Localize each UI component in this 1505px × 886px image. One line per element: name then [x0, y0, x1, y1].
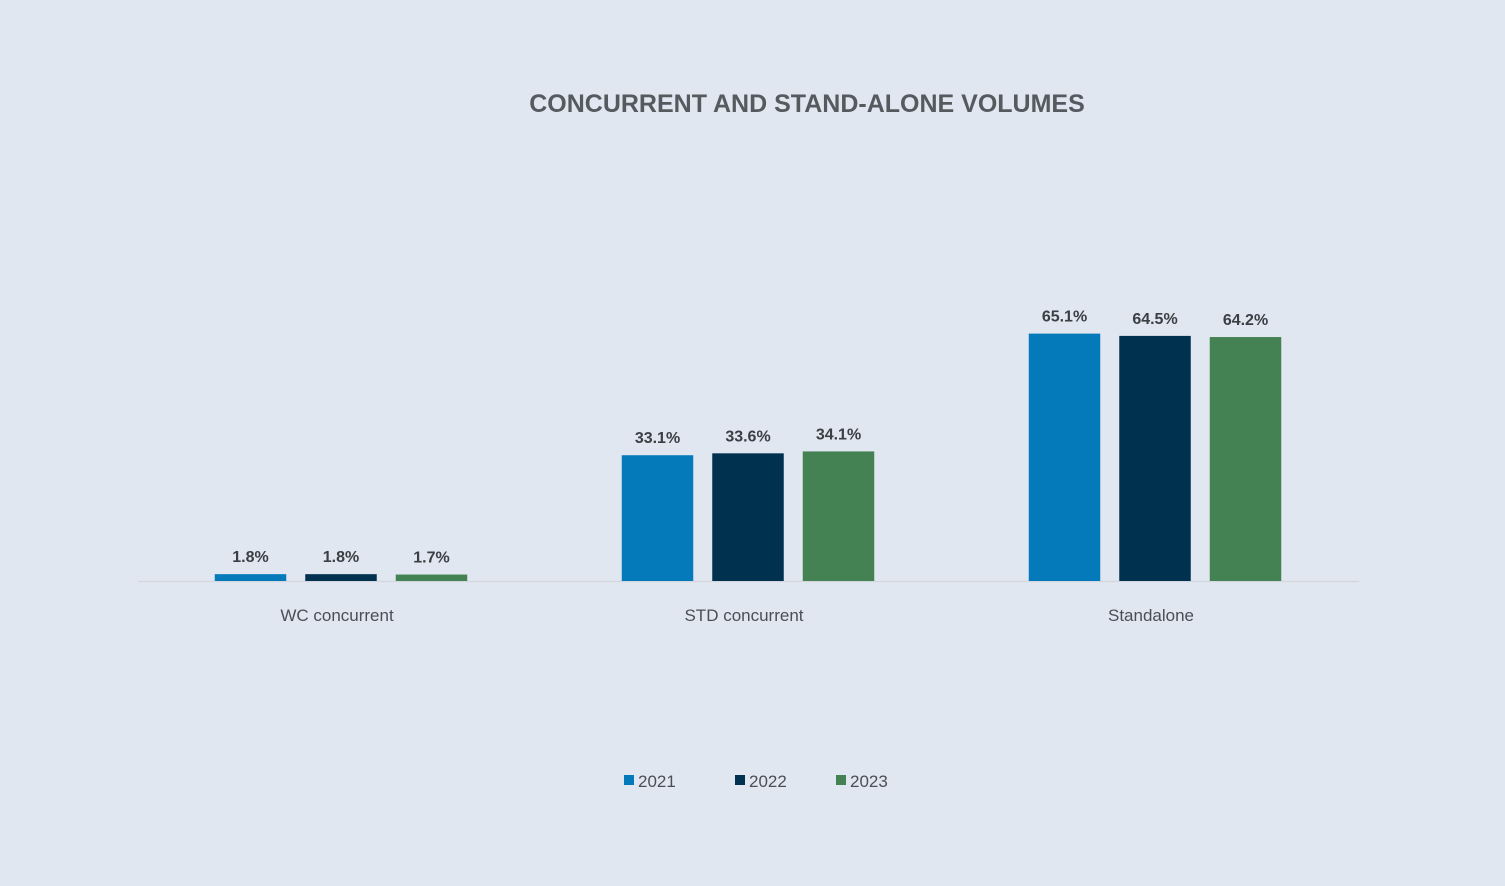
data-label: 33.6% [725, 428, 770, 445]
data-label: 1.8% [323, 549, 359, 566]
legend-label-2021: 2021 [638, 772, 676, 791]
bar-2022-standalone [1119, 335, 1191, 581]
bar-2023-wc-concurrent [395, 574, 468, 581]
data-label: 1.8% [232, 549, 268, 566]
category-tick-label: WC concurrent [280, 606, 394, 625]
data-label: 34.1% [816, 426, 861, 443]
legend-label-2022: 2022 [749, 772, 787, 791]
chart-title: CONCURRENT AND STAND-ALONE VOLUMES [529, 90, 1085, 118]
value-labels-group: 1.8% 1.8% 1.7% 33.1% 33.6% 34.1% 65.1% 64.5% 64.… [232, 309, 1268, 567]
legend-swatch-2022 [735, 775, 745, 785]
bar-2023-std-concurrent [802, 451, 875, 581]
category-tick-label: STD concurrent [684, 606, 803, 625]
bar-2023-standalone [1209, 337, 1282, 581]
bar-2021-standalone [1028, 333, 1101, 581]
bar-2022-wc-concurrent [305, 574, 377, 581]
legend-swatch-2021 [624, 775, 634, 785]
legend: 2021 2022 2023 [624, 772, 888, 791]
legend-label-2023: 2023 [850, 772, 888, 791]
data-label: 33.1% [635, 430, 680, 447]
data-label: 65.1% [1042, 309, 1087, 326]
bar-2021-std-concurrent [621, 455, 694, 581]
data-label: 64.5% [1132, 311, 1177, 328]
bar-2021-wc-concurrent [214, 574, 287, 581]
legend-swatch-2023 [836, 775, 846, 785]
bars-group [214, 333, 1282, 581]
data-label: 64.2% [1223, 312, 1268, 329]
category-labels-group: WC concurrent STD concurrent Standalone [280, 606, 1194, 625]
bar-2022-std-concurrent [712, 453, 784, 581]
data-label: 1.7% [413, 550, 449, 567]
category-tick-label: Standalone [1108, 606, 1194, 625]
